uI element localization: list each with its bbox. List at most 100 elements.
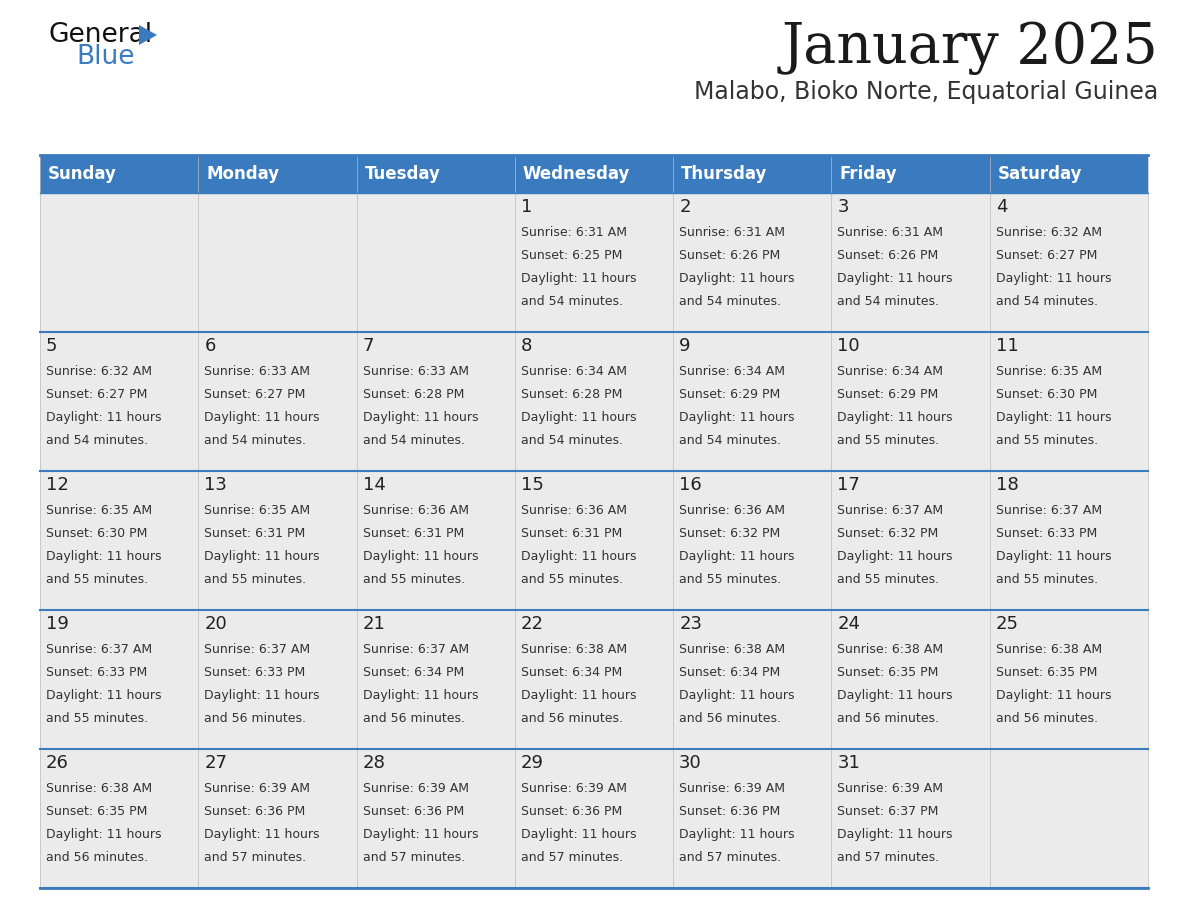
- Bar: [40, 155, 198, 193]
- Text: and 57 minutes.: and 57 minutes.: [838, 851, 940, 864]
- Text: 7: 7: [362, 337, 374, 355]
- Text: Daylight: 11 hours: Daylight: 11 hours: [46, 550, 162, 564]
- Bar: [990, 610, 1148, 749]
- Text: Daylight: 11 hours: Daylight: 11 hours: [838, 550, 953, 564]
- Text: and 56 minutes.: and 56 minutes.: [520, 712, 623, 725]
- Bar: [674, 749, 832, 888]
- Text: 8: 8: [520, 337, 532, 355]
- Text: 5: 5: [46, 337, 57, 355]
- Text: Sunset: 6:36 PM: Sunset: 6:36 PM: [204, 805, 305, 818]
- Text: 13: 13: [204, 476, 227, 494]
- Text: 22: 22: [520, 615, 544, 633]
- Text: Sunrise: 6:31 AM: Sunrise: 6:31 AM: [680, 227, 785, 240]
- Text: Daylight: 11 hours: Daylight: 11 hours: [204, 411, 320, 424]
- Text: General: General: [48, 22, 152, 48]
- Text: 23: 23: [680, 615, 702, 633]
- Text: 12: 12: [46, 476, 69, 494]
- Text: Daylight: 11 hours: Daylight: 11 hours: [680, 689, 795, 702]
- Text: Sunday: Sunday: [48, 165, 116, 183]
- Bar: [40, 749, 198, 888]
- Text: Sunrise: 6:37 AM: Sunrise: 6:37 AM: [838, 504, 943, 518]
- Text: Sunset: 6:36 PM: Sunset: 6:36 PM: [520, 805, 623, 818]
- Text: and 55 minutes.: and 55 minutes.: [996, 573, 1098, 587]
- Bar: [674, 193, 832, 332]
- Text: and 57 minutes.: and 57 minutes.: [680, 851, 782, 864]
- Text: and 54 minutes.: and 54 minutes.: [680, 296, 782, 308]
- Bar: [198, 155, 356, 193]
- Bar: [356, 332, 514, 471]
- Bar: [198, 193, 356, 332]
- Bar: [514, 471, 674, 610]
- Text: Daylight: 11 hours: Daylight: 11 hours: [680, 550, 795, 564]
- Text: Sunrise: 6:34 AM: Sunrise: 6:34 AM: [838, 365, 943, 378]
- Text: Sunset: 6:34 PM: Sunset: 6:34 PM: [362, 666, 463, 679]
- Text: 30: 30: [680, 754, 702, 772]
- Bar: [674, 471, 832, 610]
- Text: Daylight: 11 hours: Daylight: 11 hours: [996, 689, 1111, 702]
- Text: Sunset: 6:33 PM: Sunset: 6:33 PM: [204, 666, 305, 679]
- Text: and 56 minutes.: and 56 minutes.: [996, 712, 1098, 725]
- Bar: [198, 749, 356, 888]
- Text: Sunset: 6:35 PM: Sunset: 6:35 PM: [838, 666, 939, 679]
- Text: Daylight: 11 hours: Daylight: 11 hours: [520, 828, 637, 841]
- Text: Sunset: 6:26 PM: Sunset: 6:26 PM: [838, 250, 939, 263]
- Text: Sunset: 6:30 PM: Sunset: 6:30 PM: [996, 388, 1097, 401]
- Text: Daylight: 11 hours: Daylight: 11 hours: [680, 273, 795, 285]
- Text: Sunset: 6:32 PM: Sunset: 6:32 PM: [838, 527, 939, 541]
- Text: Daylight: 11 hours: Daylight: 11 hours: [46, 689, 162, 702]
- Text: Sunset: 6:37 PM: Sunset: 6:37 PM: [838, 805, 939, 818]
- Text: and 54 minutes.: and 54 minutes.: [46, 434, 148, 447]
- Text: Sunset: 6:34 PM: Sunset: 6:34 PM: [680, 666, 781, 679]
- Text: Daylight: 11 hours: Daylight: 11 hours: [996, 550, 1111, 564]
- Text: Sunset: 6:35 PM: Sunset: 6:35 PM: [996, 666, 1097, 679]
- Bar: [514, 332, 674, 471]
- Text: Daylight: 11 hours: Daylight: 11 hours: [46, 828, 162, 841]
- Bar: [832, 155, 990, 193]
- Text: and 56 minutes.: and 56 minutes.: [838, 712, 940, 725]
- Text: and 56 minutes.: and 56 minutes.: [204, 712, 307, 725]
- Text: Sunrise: 6:37 AM: Sunrise: 6:37 AM: [46, 644, 152, 656]
- Text: and 54 minutes.: and 54 minutes.: [680, 434, 782, 447]
- Text: Blue: Blue: [76, 44, 134, 70]
- Text: Sunset: 6:28 PM: Sunset: 6:28 PM: [362, 388, 465, 401]
- Text: Daylight: 11 hours: Daylight: 11 hours: [996, 411, 1111, 424]
- Text: and 57 minutes.: and 57 minutes.: [520, 851, 623, 864]
- Text: Sunset: 6:31 PM: Sunset: 6:31 PM: [362, 527, 463, 541]
- Text: Sunrise: 6:33 AM: Sunrise: 6:33 AM: [362, 365, 468, 378]
- Text: and 55 minutes.: and 55 minutes.: [680, 573, 782, 587]
- Text: and 56 minutes.: and 56 minutes.: [680, 712, 782, 725]
- Bar: [40, 193, 198, 332]
- Text: Sunrise: 6:31 AM: Sunrise: 6:31 AM: [838, 227, 943, 240]
- Text: 4: 4: [996, 198, 1007, 216]
- Text: Daylight: 11 hours: Daylight: 11 hours: [362, 828, 478, 841]
- Text: 15: 15: [520, 476, 544, 494]
- Text: 19: 19: [46, 615, 69, 633]
- Text: 3: 3: [838, 198, 849, 216]
- Text: Daylight: 11 hours: Daylight: 11 hours: [520, 411, 637, 424]
- Text: and 56 minutes.: and 56 minutes.: [362, 712, 465, 725]
- Text: Daylight: 11 hours: Daylight: 11 hours: [362, 550, 478, 564]
- Text: Sunset: 6:31 PM: Sunset: 6:31 PM: [204, 527, 305, 541]
- Text: Daylight: 11 hours: Daylight: 11 hours: [362, 689, 478, 702]
- Text: Sunset: 6:29 PM: Sunset: 6:29 PM: [680, 388, 781, 401]
- Bar: [990, 749, 1148, 888]
- Bar: [832, 193, 990, 332]
- Bar: [832, 332, 990, 471]
- Text: Daylight: 11 hours: Daylight: 11 hours: [520, 689, 637, 702]
- Text: Sunrise: 6:38 AM: Sunrise: 6:38 AM: [838, 644, 943, 656]
- Bar: [198, 610, 356, 749]
- Text: Sunset: 6:27 PM: Sunset: 6:27 PM: [996, 250, 1097, 263]
- Bar: [40, 471, 198, 610]
- Text: Sunset: 6:29 PM: Sunset: 6:29 PM: [838, 388, 939, 401]
- Text: Sunrise: 6:35 AM: Sunrise: 6:35 AM: [204, 504, 310, 518]
- Text: Sunset: 6:34 PM: Sunset: 6:34 PM: [520, 666, 623, 679]
- Bar: [514, 193, 674, 332]
- Text: Friday: Friday: [840, 165, 897, 183]
- Text: Sunrise: 6:39 AM: Sunrise: 6:39 AM: [680, 782, 785, 795]
- Text: Daylight: 11 hours: Daylight: 11 hours: [996, 273, 1111, 285]
- Text: Sunrise: 6:38 AM: Sunrise: 6:38 AM: [996, 644, 1101, 656]
- Text: 31: 31: [838, 754, 860, 772]
- Text: and 54 minutes.: and 54 minutes.: [996, 296, 1098, 308]
- Text: Monday: Monday: [207, 165, 279, 183]
- Text: 25: 25: [996, 615, 1019, 633]
